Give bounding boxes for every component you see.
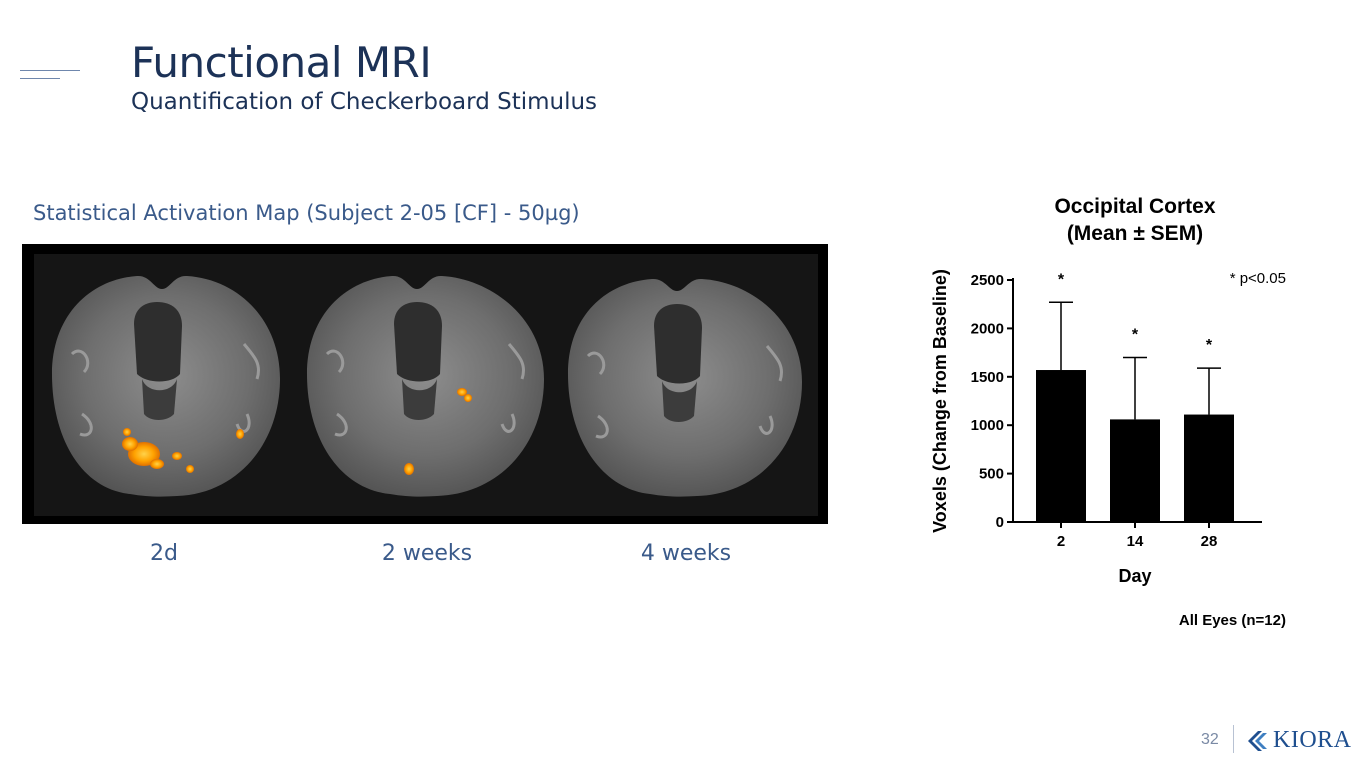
bar-day-28 — [1184, 414, 1234, 522]
kiora-logo-text: KIORA — [1273, 727, 1352, 753]
significance-marker-day-14: * — [1132, 326, 1139, 343]
brain-slice-2d — [52, 275, 280, 497]
timepoint-label-2d: 2d — [150, 541, 178, 566]
significance-note: * p<0.05 — [1230, 270, 1286, 287]
significance-marker-day-2: * — [1058, 271, 1065, 288]
page-number: 32 — [1201, 731, 1219, 748]
x-tick-label-day-2: 2 — [1057, 533, 1065, 550]
bar-day-2 — [1036, 370, 1086, 522]
x-tick-label-day-14: 14 — [1127, 533, 1144, 550]
timepoint-label-2-weeks: 2 weeks — [381, 541, 473, 566]
logo-divider — [1233, 725, 1234, 753]
y-tick-label: 2000 — [971, 320, 1004, 337]
timepoint-label-4-weeks: 4 weeks — [640, 541, 732, 566]
brain-slice-4-weeks — [568, 278, 802, 497]
header-accent-line-bottom — [20, 78, 60, 79]
mri-image — [34, 254, 818, 516]
kiora-logo-icon — [1248, 730, 1267, 751]
bar-day-14 — [1110, 419, 1160, 522]
y-tick-label: 2500 — [971, 272, 1004, 289]
kiora-logo: KIORA — [1246, 727, 1352, 754]
x-axis-label: Day — [1118, 566, 1151, 586]
y-tick-label: 1500 — [971, 369, 1004, 386]
significance-marker-day-28: * — [1206, 337, 1213, 354]
activation-cluster-2-weeks — [404, 388, 472, 475]
y-axis-label: Voxels (Change from Baseline) — [930, 269, 950, 533]
y-tick-label: 1000 — [971, 417, 1004, 434]
brain-slice-2-weeks — [307, 275, 544, 497]
slide-title: Functional MRI — [131, 38, 432, 87]
header-accent-line-top — [20, 70, 80, 71]
y-tick-label: 0 — [996, 514, 1004, 531]
activation-cluster-2d — [122, 428, 244, 473]
y-tick-label: 500 — [979, 466, 1004, 483]
mri-activation-map — [22, 244, 828, 524]
chart-footnote: All Eyes (n=12) — [1179, 612, 1286, 629]
chart-subtitle: (Mean ± SEM) — [1067, 222, 1203, 245]
slide-subtitle: Quantification of Checkerboard Stimulus — [131, 89, 598, 115]
activation-map-heading: Statistical Activation Map (Subject 2-05… — [33, 201, 580, 225]
chart-title: Occipital Cortex — [1054, 195, 1215, 218]
x-tick-label-day-28: 28 — [1201, 533, 1218, 550]
plot-area: 0 500 1000 1500 2000 2500 2 * 14 * 28 * — [971, 271, 1262, 550]
occipital-cortex-bar-chart: Occipital Cortex (Mean ± SEM) * p<0.05 V… — [930, 195, 1286, 629]
